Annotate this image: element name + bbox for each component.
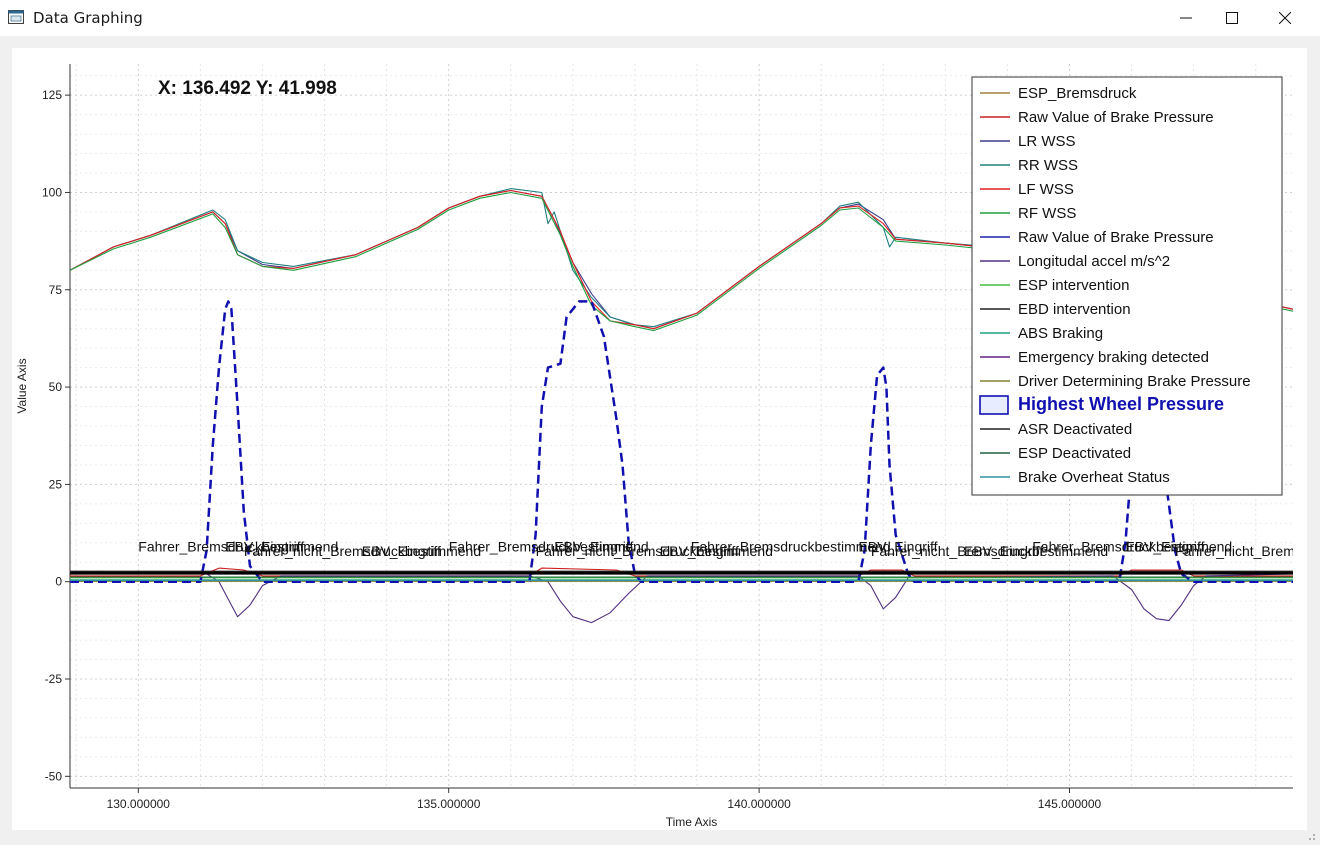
legend-item-label[interactable]: Highest Wheel Pressure: [1018, 394, 1224, 414]
annotation-label: EBV_Eingriff: [858, 538, 937, 554]
close-icon: [1279, 12, 1291, 24]
legend-box[interactable]: [971, 76, 1283, 496]
y-tick-label: -25: [45, 672, 63, 686]
y-tick-label: 75: [49, 283, 63, 297]
series-line-3[interactable]: [70, 188, 1293, 328]
legend-item-label[interactable]: ESP intervention: [1018, 277, 1129, 294]
legend-item-label[interactable]: LR WSS: [1018, 133, 1076, 150]
series-group: Fahrer_BremsdruckbestimmendEBV_EingriffF…: [70, 188, 1307, 624]
resize-grip-icon[interactable]: [1306, 831, 1316, 841]
y-tick-label: 25: [49, 477, 63, 491]
x-tick-label: 145.000000: [1038, 797, 1102, 811]
legend-item-label[interactable]: Brake Overheat Status: [1018, 469, 1170, 486]
y-tick-label: 50: [49, 380, 63, 394]
minimize-button[interactable]: [1163, 0, 1209, 36]
annotation-label: Fahrer_nicht_Bremsdruckbestimmend: [1175, 543, 1307, 559]
annotation-label: EBV_Eingriff: [1125, 538, 1204, 554]
legend-item-label[interactable]: ESP_Bremsdruck: [1018, 85, 1137, 102]
annotation-label: Fahrer_Bremsdruckbestimmend: [1032, 538, 1232, 554]
legend-item-label[interactable]: Raw Value of Brake Pressure: [1018, 109, 1214, 126]
legend-swatch: [979, 395, 1009, 415]
annotation-label: EBV_Eingriff: [554, 538, 633, 554]
x-tick-label: 140.000000: [727, 797, 791, 811]
series-line-13[interactable]: [70, 300, 1293, 583]
x-tick-label: 130.000000: [107, 797, 171, 811]
y-tick-label: 100: [42, 185, 62, 199]
y-tick-label: -50: [45, 769, 63, 783]
minimize-icon: [1180, 17, 1192, 19]
cursor-readout: X: 136.492 Y: 41.998: [158, 78, 337, 99]
chart-view[interactable]: 130.000000 135.000000 140.000000 145.000000…: [12, 48, 1307, 830]
legend-item-label[interactable]: RR WSS: [1018, 157, 1078, 174]
series-line-5[interactable]: [70, 191, 1293, 332]
annotation-label: Fahrer_nicht_Bremsdruckbestimmend: [244, 543, 481, 559]
y-tick-label: 0: [55, 575, 62, 589]
annotation-label: Fahrer_nicht_Bremsdruckbestimmend: [536, 543, 773, 559]
annotation-label: Fahrer_Bremsdruckbestimmend: [138, 538, 338, 554]
annotation-label: Fahrer_nicht_Bremsdruckbestimmend: [871, 543, 1108, 559]
series-line-7[interactable]: [70, 571, 1293, 624]
y-axis-label: Value Axis: [15, 358, 29, 413]
y-tick-label: 125: [42, 88, 62, 102]
maximize-button[interactable]: [1209, 0, 1255, 36]
x-axis-label: Time Axis: [666, 815, 718, 829]
legend-item-label[interactable]: EBD intervention: [1018, 301, 1131, 318]
close-button[interactable]: [1262, 0, 1308, 36]
legend-item-label[interactable]: ASR Deactivated: [1018, 421, 1132, 438]
title-bar: Data Graphing: [0, 0, 1320, 36]
legend-item-label[interactable]: Raw Value of Brake Pressure: [1018, 229, 1214, 246]
annotation-label: EBV_Eingriff: [660, 543, 739, 559]
x-tick-label: 135.000000: [417, 797, 481, 811]
legend-item-label[interactable]: RF WSS: [1018, 205, 1076, 222]
annotation-label: EBV_Eingriff: [362, 543, 441, 559]
annotation-label: Fahrer_Bremsdruckbestimmend: [449, 538, 649, 554]
legend-item-label[interactable]: LF WSS: [1018, 181, 1074, 198]
legend-item-label[interactable]: ESP Deactivated: [1018, 445, 1131, 462]
chart-window-icon: [8, 10, 24, 24]
annotation-label: EBV_Eingriff: [964, 543, 1043, 559]
window-title: Data Graphing: [33, 9, 143, 27]
legend-item-label[interactable]: Longitudal accel m/s^2: [1018, 253, 1170, 270]
chart-svg[interactable]: 130.000000 135.000000 140.000000 145.000000…: [12, 48, 1307, 830]
maximize-icon: [1226, 12, 1238, 24]
legend-item-label[interactable]: ABS Braking: [1018, 325, 1103, 342]
legend-item-label[interactable]: Emergency braking detected: [1018, 349, 1209, 366]
annotation-label: Fahrer_Bremsdruckbestimmend: [691, 538, 891, 554]
legend-item-label[interactable]: Driver Determining Brake Pressure: [1018, 373, 1251, 390]
annotation-label: EBV_Eingriff: [225, 538, 304, 554]
